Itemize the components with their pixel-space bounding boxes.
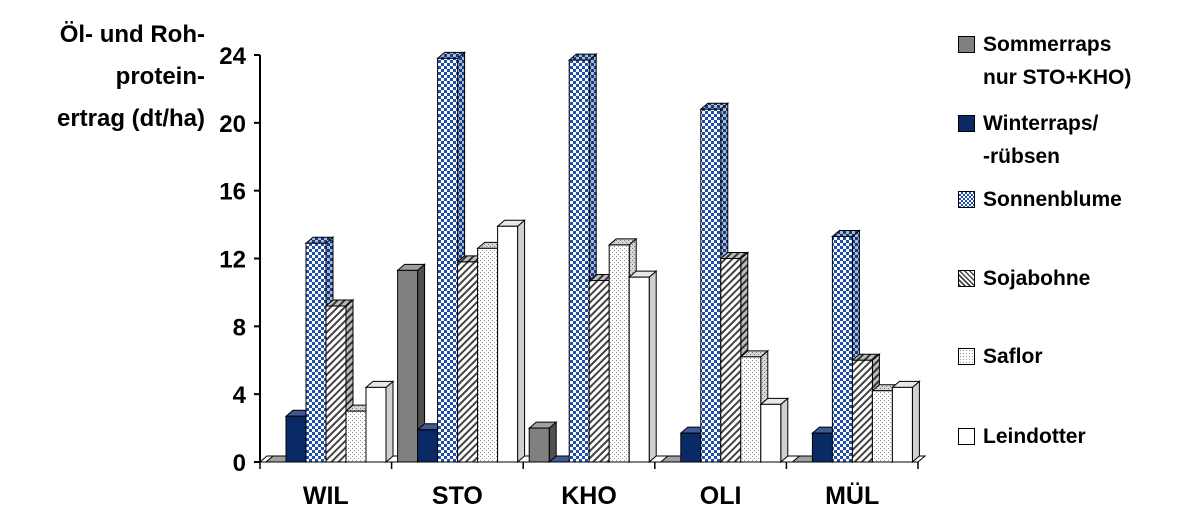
legend-item-saflor: Saflor (958, 340, 1043, 373)
legend-label: nur STO+KHO) (983, 66, 1132, 89)
bar-side (548, 420, 557, 464)
bar-front (831, 235, 853, 463)
bar-side (780, 397, 789, 464)
bar-front (871, 390, 893, 463)
legend-label: Saflor (983, 345, 1043, 368)
bar-front (325, 305, 347, 463)
bar-front (628, 276, 650, 463)
legend-swatch-sonnenblume (958, 191, 975, 208)
bar-front (437, 57, 459, 463)
bar-front (760, 403, 782, 463)
legend-item-leindotter: Leindotter (958, 420, 1086, 453)
x-tick-label: KHO (561, 482, 617, 510)
legend-swatch-sommerraps (958, 36, 975, 53)
bar-front (457, 261, 479, 463)
legend-swatch-saflor (958, 348, 975, 365)
bar-front (568, 59, 590, 463)
y-tick-label: 20 (219, 111, 246, 138)
bar (891, 380, 921, 464)
legend-swatch-leindotter (958, 428, 975, 445)
x-tick-label: STO (432, 482, 483, 510)
y-tick-label: 8 (233, 314, 246, 341)
bar-side (517, 219, 526, 464)
bar (496, 219, 526, 464)
x-tick-label: WIL (303, 482, 349, 510)
x-tick-labels: WIL STO KHO OLI MÜL (303, 481, 879, 510)
bar-front (365, 386, 387, 463)
bar (396, 263, 426, 464)
legend-label: -rübsen (983, 145, 1061, 168)
y-tick-label: 4 (233, 382, 247, 409)
y-axis-label: Öl- und Roh- protein- ertrag (dt/ha) (0, 14, 205, 140)
legend-label: Winterraps/ (983, 112, 1099, 135)
bar (364, 380, 395, 464)
legend-item-sonnenblume: Sonnenblume (958, 183, 1122, 216)
bar-front (528, 427, 550, 463)
bar-front (417, 429, 439, 463)
bar-side (648, 270, 657, 464)
bar (527, 420, 558, 464)
legend-item-sojabohne: Sojabohne (958, 262, 1090, 295)
legend-swatch-winterraps (958, 115, 975, 132)
legend-item-winterraps: Winterraps/ -rübsen (958, 107, 1098, 173)
bar-front (891, 386, 913, 463)
bar-front (497, 225, 519, 463)
y-tick-labels: 0 4 8 12 16 20 24 (219, 43, 246, 477)
legend-label: Sonnenblume (983, 188, 1122, 211)
bar-side (911, 380, 920, 464)
y-tick-label: 0 (233, 450, 246, 477)
bar-front (700, 108, 722, 463)
bar-front (740, 356, 762, 463)
legend-swatch-sojabohne (958, 270, 975, 287)
bar-front (345, 410, 367, 463)
legend-label: Sojabohne (983, 267, 1091, 290)
bar-front (285, 415, 307, 463)
bar (627, 270, 658, 464)
y-tick-label: 16 (219, 179, 246, 206)
bar-side (385, 380, 394, 464)
bar-front (397, 269, 419, 463)
bar-front (588, 280, 610, 463)
legend-label: Sommerraps (983, 33, 1112, 56)
bar-front (720, 258, 742, 463)
bar-front (811, 432, 833, 463)
y-tick-label: 12 (219, 247, 246, 274)
bar-front (305, 242, 327, 463)
bar (759, 397, 790, 464)
y-tick-label: 24 (219, 43, 246, 70)
chart-bars (264, 51, 921, 464)
bar-front (851, 359, 873, 463)
legend-item-sommerraps: Sommerraps nur STO+KHO) (958, 28, 1131, 94)
x-tick-label: OLI (700, 482, 742, 510)
bar-front (477, 247, 499, 463)
legend-label: Leindotter (983, 425, 1086, 448)
x-tick-label: MÜL (825, 481, 879, 510)
y-axis-label-line: protein- (115, 63, 205, 90)
y-axis-label-line: ertrag (dt/ha) (56, 105, 205, 132)
y-axis-label-line: Öl- und Roh- (59, 21, 205, 48)
bar-front (680, 432, 702, 463)
bar-front (608, 244, 630, 463)
